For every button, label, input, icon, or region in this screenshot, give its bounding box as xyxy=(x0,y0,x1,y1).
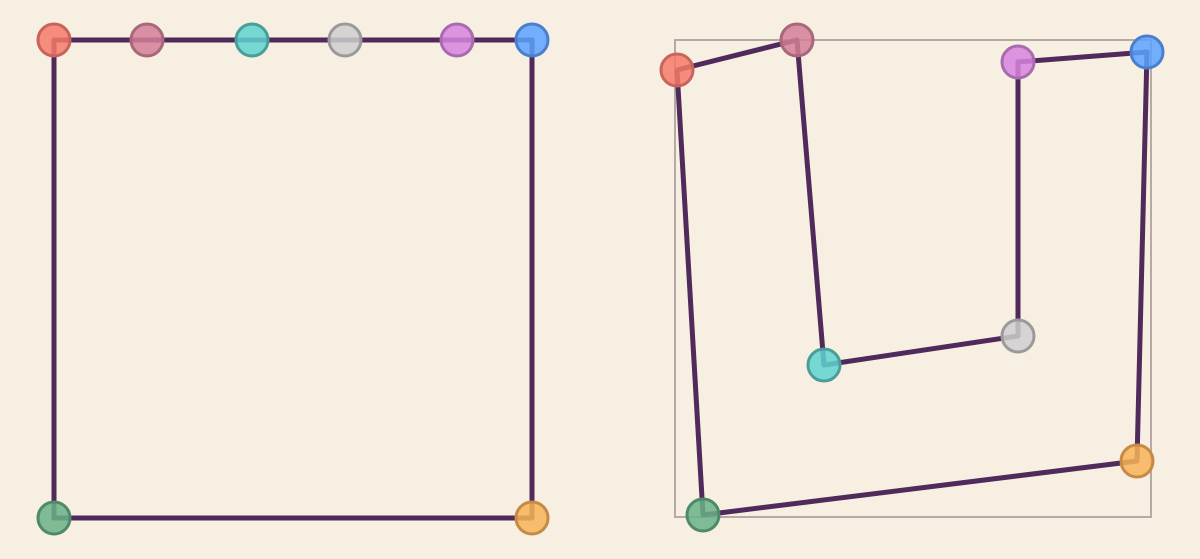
right-edge-violet-blue xyxy=(1015,49,1150,65)
right-edge-teal-gray xyxy=(821,333,1021,368)
left-node-gray[interactable] xyxy=(327,22,363,58)
left-node-orange[interactable] xyxy=(514,500,550,536)
right-node-rose[interactable] xyxy=(779,22,815,58)
right-node-green[interactable] xyxy=(685,497,721,533)
right-edge-blue-orange xyxy=(1134,49,1150,464)
right-node-gray[interactable] xyxy=(1000,318,1036,354)
left-node-blue[interactable] xyxy=(514,22,550,58)
right-edge-rose-teal xyxy=(794,37,827,368)
right-edge-orange-green xyxy=(700,458,1140,518)
right-node-red[interactable] xyxy=(659,52,695,88)
right-edge-red-rose xyxy=(674,37,800,73)
right-node-orange[interactable] xyxy=(1119,443,1155,479)
left-node-rose[interactable] xyxy=(129,22,165,58)
left-node-teal[interactable] xyxy=(234,22,270,58)
right-edge-green-red xyxy=(674,67,706,518)
right-node-violet[interactable] xyxy=(1000,44,1036,80)
left-node-violet[interactable] xyxy=(439,22,475,58)
right-graph-panel xyxy=(659,22,1165,533)
right-bounding-box xyxy=(674,39,1152,518)
right-node-teal[interactable] xyxy=(806,347,842,383)
right-node-blue[interactable] xyxy=(1129,34,1165,70)
left-node-green[interactable] xyxy=(36,500,72,536)
left-node-red[interactable] xyxy=(36,22,72,58)
left-graph-panel xyxy=(36,22,550,536)
